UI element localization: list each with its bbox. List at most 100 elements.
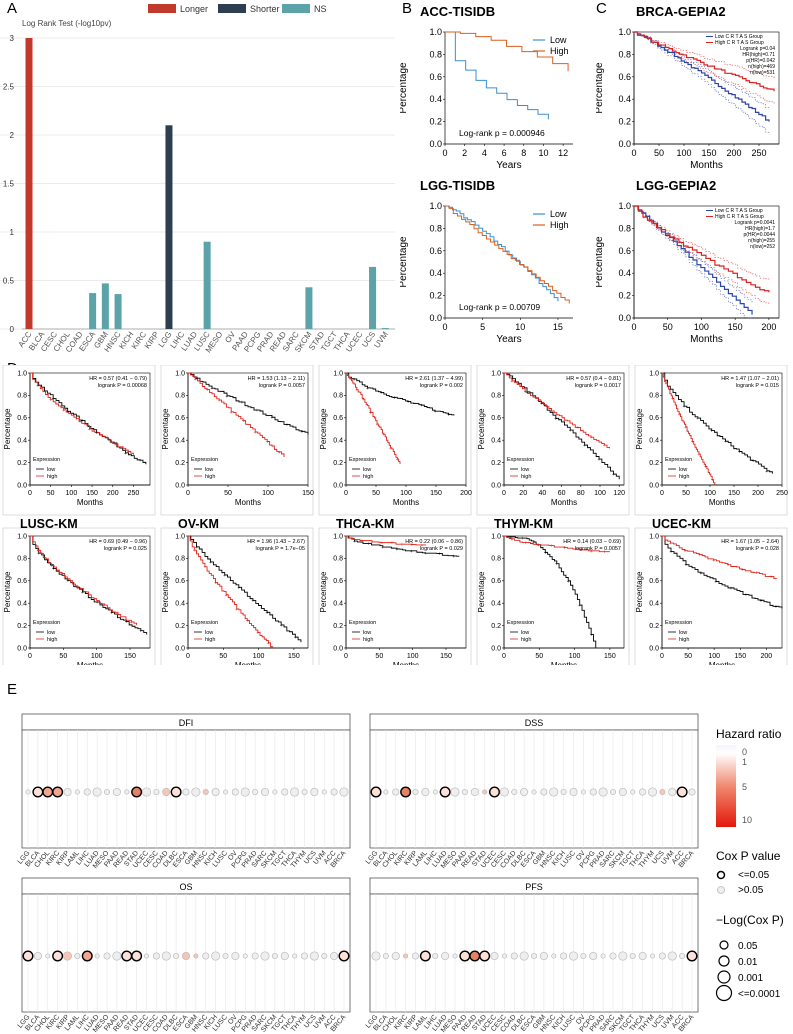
y-tick-label: 0.4 — [491, 438, 501, 445]
hr-dot-prad — [252, 788, 259, 796]
hr-dot-lgg — [25, 789, 31, 795]
legend-high: high — [47, 637, 57, 643]
censor-mark: + — [684, 425, 687, 431]
km-logrank: logrank P = 0.028 — [736, 546, 779, 552]
censor-mark: + — [110, 440, 113, 446]
hr-dot-uvm — [667, 951, 677, 961]
hr-dot-chol — [391, 951, 400, 961]
hr-tick-label: 10 — [742, 815, 752, 825]
x-tick-label: 150 — [430, 490, 442, 497]
censor-mark: + — [355, 388, 358, 394]
legend-low: Low — [550, 35, 567, 45]
censor-mark: + — [669, 387, 672, 393]
curve-high — [634, 31, 775, 92]
curve-high — [188, 535, 274, 648]
y-tick-label: 0.4 — [618, 268, 631, 278]
y-tick-label: 0.0 — [333, 645, 343, 652]
x-axis-title: Months — [77, 661, 103, 665]
y-tick-label: 0.4 — [491, 601, 501, 608]
hr-dot-sarc — [609, 952, 617, 960]
hr-dot-chol — [42, 786, 54, 798]
y-tick-label: 0.6 — [17, 415, 27, 422]
tisidb-plot-acc: ACC-TISIDB 0 2 4 6 8 10 12 0.0 0.2 0.4 0.6 0.8 1.0 Per… — [400, 4, 573, 171]
hr-dot-lgg — [370, 786, 382, 798]
legend-text: n(high)=469 — [748, 64, 775, 70]
panel-d-km-plots: BRCA-KM0501001502002500.00.20.40.60.81.0… — [2, 365, 788, 665]
km-logrank: logrank P = 0.029 — [420, 546, 463, 552]
legend-swatch-longer — [148, 4, 176, 13]
censor-mark: + — [195, 545, 198, 551]
hr-dot-ucec — [143, 953, 150, 959]
x-tick-label: 150 — [701, 148, 716, 158]
censor-mark: + — [101, 434, 104, 440]
x-tick-label: 200 — [752, 490, 764, 497]
censor-mark: + — [775, 604, 778, 610]
curve-low — [504, 535, 597, 648]
hr-tick-label: 1 — [742, 757, 747, 767]
censor-mark: + — [63, 575, 66, 581]
y-tick-label: 0.0 — [17, 482, 27, 489]
logp-size-label: 0.001 — [738, 973, 763, 984]
curve-high — [445, 205, 570, 304]
panel-label-e: E — [7, 681, 18, 698]
censor-mark: + — [727, 563, 730, 569]
censor-mark: + — [555, 562, 558, 568]
y-tick-label: 0.8 — [429, 49, 442, 59]
y-tick-label: 1.0 — [17, 533, 27, 540]
y-axis-title: Percentage — [161, 571, 170, 612]
facet-title: DSS — [525, 718, 544, 728]
km-hr: HR = 0.57 (0.4 − 0.81) — [566, 376, 621, 382]
km-frame — [160, 527, 314, 665]
km-logrank: logrank P = 0.015 — [736, 383, 779, 389]
legend-low: low — [679, 467, 687, 473]
y-tick-label: 0.8 — [491, 393, 501, 400]
censor-mark: + — [52, 397, 55, 403]
x-tick-label: 0 — [660, 653, 664, 660]
km-hr: HR = 0.14 (0.03 − 0.69) — [563, 539, 621, 545]
censor-mark: + — [603, 443, 606, 449]
hr-dot-read — [470, 787, 479, 797]
log-rank-bar-chart: Longer Shorter NS Log Rank Test (-log10pv)… — [0, 4, 395, 354]
censor-mark: + — [203, 565, 206, 571]
curve-high — [662, 372, 716, 485]
legend-text: Logrank p=0.04 — [740, 46, 775, 52]
bar-uvm — [381, 328, 389, 329]
hr-dot-blca — [382, 952, 389, 960]
y-tick-label: 0.8 — [17, 556, 27, 563]
censor-mark: + — [532, 540, 535, 546]
y-tick-label: 0.8 — [333, 556, 343, 563]
hr-dot-blca — [32, 786, 44, 798]
hr-dot-meso — [450, 787, 460, 797]
x-tick-label: 50 — [654, 148, 664, 158]
km-logrank: logrank P = 0.025 — [104, 546, 147, 552]
censor-mark: + — [598, 457, 601, 463]
y-tick-label: 0.2 — [618, 291, 631, 301]
y-tick-label: 1.0 — [649, 370, 659, 377]
curve-low — [30, 372, 147, 465]
hr-dot-lihc — [432, 789, 438, 795]
censor-mark: + — [139, 629, 142, 635]
x-tick-label: 50 — [47, 490, 55, 497]
y-tick-label: 0.6 — [491, 415, 501, 422]
curve-low — [346, 535, 460, 557]
censor-mark: + — [755, 571, 758, 577]
hr-dot-ucs — [310, 787, 319, 797]
hr-dot-pcpg — [589, 951, 598, 961]
hr-dot-thca — [292, 953, 298, 959]
km-title: BRCA-KM — [20, 365, 80, 368]
confidence-band — [634, 205, 753, 319]
censor-mark: + — [567, 579, 570, 585]
tisidb-plot-lgg: LGG-TISIDB 0 5 10 15 0.0 0.2 0.4 0.6 0.8 1.0 Percen… — [400, 178, 573, 345]
x-tick-label: 100 — [400, 490, 412, 497]
hr-dot-lgg — [22, 950, 34, 962]
logp-size-label: 0.01 — [738, 957, 758, 968]
censor-mark: + — [211, 386, 214, 392]
censor-mark: + — [36, 383, 39, 389]
x-tick-label: 0 — [631, 322, 636, 332]
y-tick-label: 1.0 — [618, 201, 631, 211]
hr-dot-blca — [383, 789, 389, 795]
censor-mark: + — [691, 439, 694, 445]
censor-mark: + — [389, 446, 392, 452]
censor-mark: + — [49, 398, 52, 404]
hr-dot-thym — [649, 953, 656, 959]
